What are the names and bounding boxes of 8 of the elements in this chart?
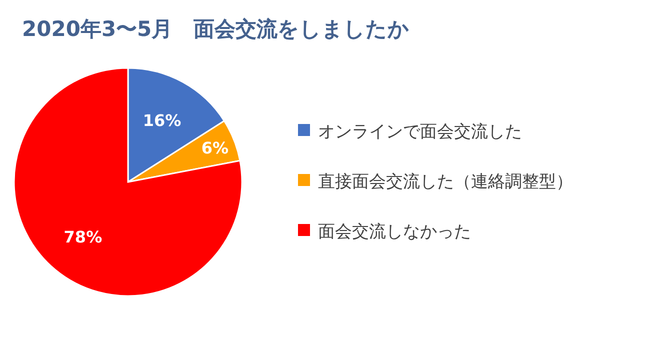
chart-title: 2020年3〜5月 面会交流をしましたか: [22, 17, 410, 41]
pie-slice: [13, 67, 243, 297]
data-label: 78%: [64, 227, 102, 246]
legend-label: 面会交流しなかった: [318, 222, 471, 242]
data-label: 16%: [142, 111, 182, 130]
data-label: 6%: [201, 138, 228, 158]
legend-label: 直接面会交流した（連絡調整型）: [318, 172, 573, 192]
legend-label: オンラインで面会交流した: [318, 122, 522, 142]
